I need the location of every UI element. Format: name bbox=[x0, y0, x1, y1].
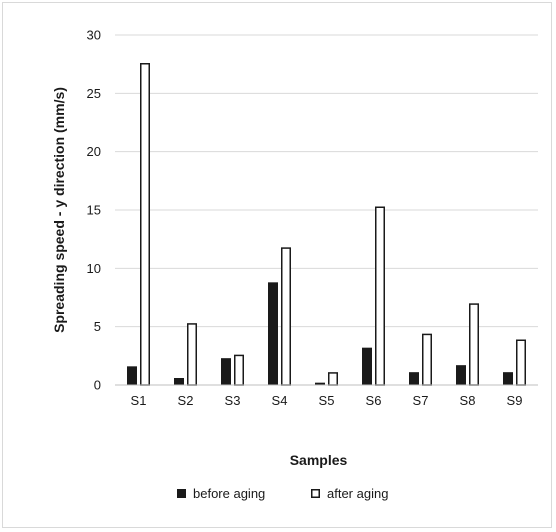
bar-before-aging-S3 bbox=[221, 358, 231, 385]
x-tick-label: S4 bbox=[272, 393, 288, 408]
y-axis-ticks: 0 5 10 15 20 25 30 bbox=[87, 28, 101, 393]
bar-after-aging-S8 bbox=[469, 303, 479, 386]
bar-after-aging-S5 bbox=[328, 372, 338, 386]
bar-after-aging-S9 bbox=[516, 339, 526, 386]
bar-after-aging-S2 bbox=[187, 323, 197, 386]
x-axis-ticks: S1 S2 S3 S4 S5 S6 S7 S8 S9 bbox=[131, 393, 523, 408]
y-tick-label: 0 bbox=[94, 378, 101, 393]
x-tick-label: S6 bbox=[366, 393, 382, 408]
legend-swatch-after-aging bbox=[311, 489, 320, 498]
y-tick-label: 25 bbox=[87, 86, 101, 101]
bar-after-aging-S4 bbox=[281, 247, 291, 386]
x-tick-label: S7 bbox=[413, 393, 429, 408]
y-tick-label: 10 bbox=[87, 261, 101, 276]
y-tick-label: 15 bbox=[87, 203, 101, 218]
x-tick-label: S2 bbox=[178, 393, 194, 408]
y-axis-title: Spreading speed - y direction (mm/s) bbox=[51, 87, 67, 333]
legend-label-before-aging: before aging bbox=[193, 486, 265, 501]
bar-after-aging-S1 bbox=[140, 63, 150, 386]
bar-before-aging-S2 bbox=[174, 378, 184, 385]
legend-swatch-before-aging bbox=[177, 489, 186, 498]
x-tick-label: S8 bbox=[460, 393, 476, 408]
grid-lines bbox=[115, 34, 538, 328]
bar-before-aging-S8 bbox=[456, 365, 466, 385]
y-tick-label: 5 bbox=[94, 319, 101, 334]
bar-after-aging-S3 bbox=[234, 354, 244, 386]
bar-before-aging-S1 bbox=[127, 366, 137, 385]
x-tick-label: S9 bbox=[507, 393, 523, 408]
bar-before-aging-S6 bbox=[362, 347, 372, 385]
x-tick-label: S1 bbox=[131, 393, 147, 408]
x-tick-label: S3 bbox=[225, 393, 241, 408]
legend: before aging after aging bbox=[177, 486, 388, 501]
x-axis-title: Samples bbox=[290, 452, 348, 468]
legend-label-after-aging: after aging bbox=[327, 486, 388, 501]
bar-before-aging-S9 bbox=[503, 372, 513, 385]
bars bbox=[127, 63, 526, 386]
x-tick-label: S5 bbox=[319, 393, 335, 408]
bar-before-aging-S7 bbox=[409, 372, 419, 385]
bar-before-aging-S4 bbox=[268, 282, 278, 385]
y-tick-label: 20 bbox=[87, 144, 101, 159]
bar-after-aging-S6 bbox=[375, 206, 385, 386]
chart-frame: 0 5 10 15 20 25 30 S1 S2 S3 S4 S5 S6 S7 S8 S9 Spreadin… bbox=[2, 2, 552, 528]
bar-chart: 0 5 10 15 20 25 30 S1 S2 S3 S4 S5 S6 S7 S8 S9 Spreadin… bbox=[51, 28, 538, 501]
bar-after-aging-S7 bbox=[422, 333, 432, 386]
bar-before-aging-S5 bbox=[315, 382, 325, 385]
y-tick-label: 30 bbox=[87, 28, 101, 43]
